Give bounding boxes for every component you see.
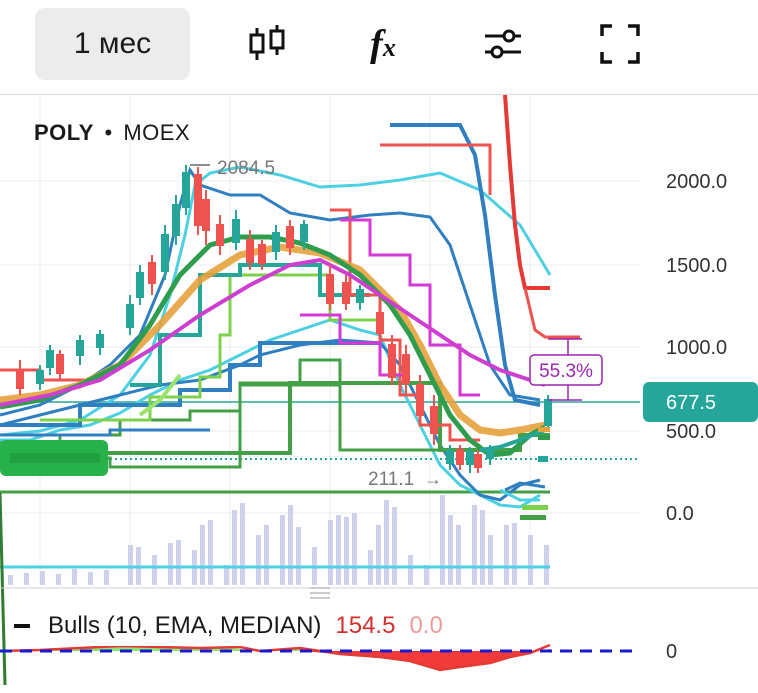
low-arrow-icon: → — [424, 469, 442, 489]
indicator-name: Bulls (10, EMA, MEDIAN) — [48, 612, 322, 639]
low-label: 211.1 — [368, 469, 414, 490]
sliders-icon — [485, 29, 521, 59]
indicators-button[interactable]: fx — [348, 8, 418, 80]
study-block-inner — [10, 453, 100, 463]
settings-button[interactable] — [468, 8, 538, 80]
indicator-axis-label: 0 — [666, 641, 677, 663]
support-step — [0, 381, 550, 455]
indicator-value-2: 0.0 — [409, 612, 443, 639]
bear-power-area — [300, 649, 550, 670]
chart-canvas[interactable]: 2084.5 211.1 → 55.3% 2000.0 1500.0 1000.… — [0, 94, 758, 688]
resistance-step — [523, 287, 580, 339]
price-tick: 500.0 — [666, 421, 716, 443]
indicator-legend[interactable]: Bulls (10, EMA, MEDIAN) 154.5 0.0 — [8, 606, 453, 646]
price-axis: 2000.0 1500.0 1000.0 500.0 0.0 — [666, 171, 727, 525]
channel-line — [0, 165, 552, 437]
symbol-legend[interactable]: POLY • MOEX — [34, 120, 190, 146]
channel-line — [390, 123, 541, 407]
price-tick: 2000.0 — [666, 171, 727, 193]
channel-line — [504, 481, 546, 492]
measure-badge[interactable] — [529, 354, 603, 386]
price-tick: 1500.0 — [666, 255, 727, 277]
ticker: POLY — [34, 120, 94, 145]
high-label: 2084.5 — [217, 158, 275, 179]
ma-magenta — [0, 257, 546, 407]
resistance-step — [503, 94, 550, 290]
price-scale[interactable] — [640, 95, 758, 585]
separator: • — [104, 120, 113, 145]
candles — [16, 165, 552, 473]
fullscreen-button[interactable] — [585, 8, 655, 80]
resistance-step — [380, 143, 492, 195]
indicator-value-1: 154.5 — [335, 612, 396, 639]
period-label: 1 мес — [73, 27, 152, 60]
support-step — [130, 263, 370, 387]
support-step — [0, 428, 210, 437]
ma-lime — [138, 373, 182, 417]
measure-label: 55.3% — [539, 361, 593, 382]
indicator-pane[interactable]: 0 — [0, 641, 677, 672]
support-step — [0, 341, 380, 427]
pane-drag-handle[interactable] — [310, 587, 330, 599]
chart-toolbar: 1 мес fx — [0, 0, 758, 95]
exchange: MOEX — [123, 120, 191, 145]
candles-button[interactable] — [232, 8, 302, 80]
fullscreen-icon — [600, 24, 640, 64]
candlestick-icon — [249, 25, 285, 60]
resistance-step — [330, 208, 480, 442]
magenta-step — [340, 218, 480, 397]
fx-icon: fx — [370, 23, 396, 65]
current-price-label: 677.5 — [666, 392, 716, 414]
trend-markers — [520, 427, 550, 520]
price-tick: 0.0 — [666, 503, 694, 525]
grid — [0, 95, 640, 585]
channel-line — [499, 488, 540, 502]
price-tick: 1000.0 — [666, 337, 727, 359]
volume-bars — [8, 495, 549, 585]
channel-line — [0, 166, 541, 417]
level-line — [0, 492, 7, 686]
price-chart[interactable]: 2084.5 211.1 → 55.3% 2000.0 1500.0 1000.… — [0, 94, 758, 688]
current-price-badge[interactable] — [643, 382, 758, 422]
period-button[interactable]: 1 мес — [35, 8, 190, 80]
magenta-step — [300, 313, 410, 377]
collapse-icon[interactable] — [14, 624, 30, 628]
